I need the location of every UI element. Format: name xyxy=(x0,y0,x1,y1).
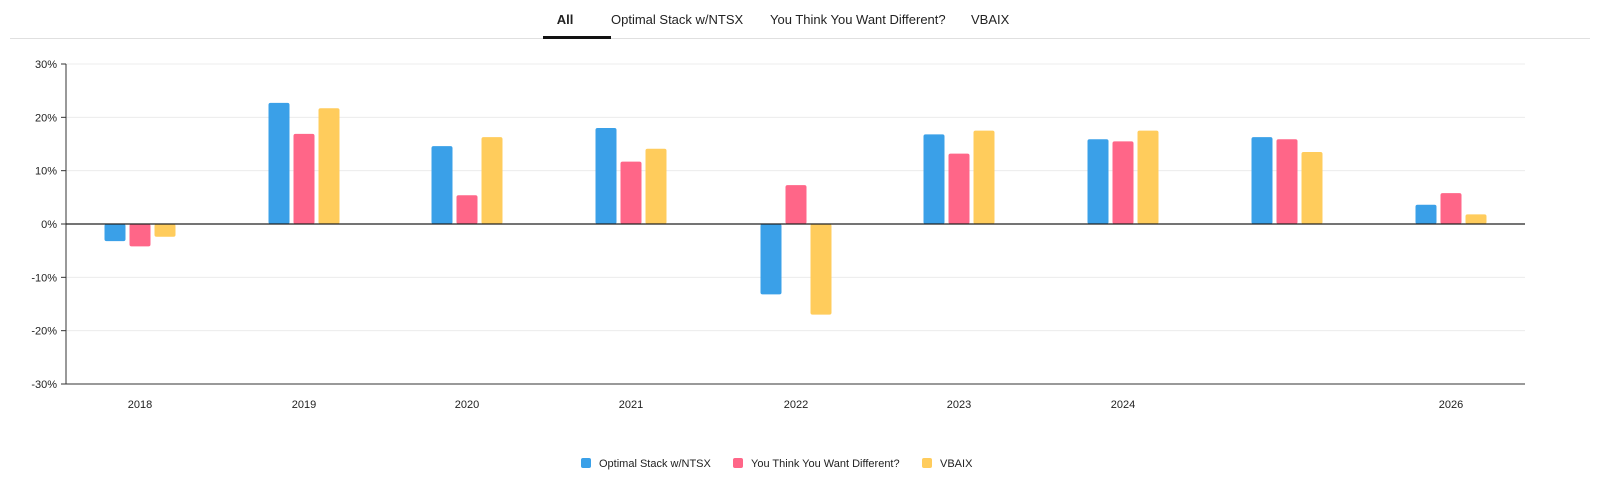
bar-2019-series-0 xyxy=(268,102,290,224)
tab-active-indicator xyxy=(543,36,611,39)
bar-2024-series-2 xyxy=(1137,130,1159,224)
y-tick-label: 10% xyxy=(35,166,57,178)
y-tick-label: -30% xyxy=(31,379,57,391)
x-tick-label: 2021 xyxy=(619,399,643,411)
bar-2023-series-2 xyxy=(973,130,995,224)
tab-bar: All Optimal Stack w/NTSX You Think You W… xyxy=(0,0,1600,40)
bar-unlabeled-series-1 xyxy=(1276,139,1298,224)
x-tick-label: 2019 xyxy=(292,399,316,411)
y-tick-label: -20% xyxy=(31,326,57,338)
bar-2022-series-2 xyxy=(810,224,832,315)
y-tick-label: -10% xyxy=(31,272,57,284)
legend-item-you-think-you-want-different[interactable]: You Think You Want Different? xyxy=(733,458,900,470)
tab-divider xyxy=(10,38,1590,39)
chart-legend: Optimal Stack w/NTSX You Think You Want … xyxy=(0,458,1600,476)
legend-swatch-you-think-you-want-different xyxy=(733,458,743,468)
bar-2026-series-1 xyxy=(1440,193,1462,224)
bar-2026-series-2 xyxy=(1465,214,1487,224)
bar-2018-series-2 xyxy=(154,224,176,237)
bar-unlabeled-series-0 xyxy=(1251,137,1273,224)
y-tick-label: 20% xyxy=(35,112,57,124)
bar-2023-series-0 xyxy=(923,134,945,224)
bar-2021-series-2 xyxy=(645,148,667,224)
x-tick-label: 2023 xyxy=(947,399,971,411)
legend-label-optimal-stack: Optimal Stack w/NTSX xyxy=(599,458,711,470)
tab-you-think-you-want-different[interactable]: You Think You Want Different? xyxy=(770,12,946,27)
bar-2024-series-0 xyxy=(1087,139,1109,224)
bar-2022-series-0 xyxy=(760,224,782,295)
legend-swatch-optimal-stack xyxy=(581,458,591,468)
bar-2022-series-1 xyxy=(785,185,807,224)
bar-2019-series-1 xyxy=(293,133,315,224)
bar-2020-series-2 xyxy=(481,137,503,224)
y-tick-label: 30% xyxy=(35,59,57,71)
bar-2021-series-1 xyxy=(620,161,642,224)
bar-unlabeled-series-2 xyxy=(1301,152,1323,224)
bar-2023-series-1 xyxy=(948,153,970,224)
tab-all[interactable]: All xyxy=(556,12,574,27)
bar-2019-series-2 xyxy=(318,108,340,224)
x-tick-label: 2022 xyxy=(784,399,808,411)
x-tick-label: 2020 xyxy=(455,399,479,411)
tab-optimal-stack[interactable]: Optimal Stack w/NTSX xyxy=(611,12,744,27)
legend-label-you-think-you-want-different: You Think You Want Different? xyxy=(751,458,900,470)
legend-label-vbaix: VBAIX xyxy=(940,458,973,470)
x-tick-label: 2026 xyxy=(1439,399,1463,411)
x-tick-label: 2024 xyxy=(1111,399,1135,411)
bar-2024-series-1 xyxy=(1112,141,1134,224)
bar-2021-series-0 xyxy=(595,128,617,224)
legend-item-optimal-stack[interactable]: Optimal Stack w/NTSX xyxy=(581,458,711,470)
bar-2026-series-0 xyxy=(1415,204,1437,224)
y-tick-label: 0% xyxy=(41,219,57,231)
bar-2018-series-0 xyxy=(104,224,126,242)
legend-swatch-vbaix xyxy=(922,458,932,468)
bar-2020-series-0 xyxy=(431,146,453,224)
x-tick-label: 2018 xyxy=(128,399,152,411)
tab-vbaix[interactable]: VBAIX xyxy=(971,12,1010,27)
legend-item-vbaix[interactable]: VBAIX xyxy=(922,458,972,470)
bar-2018-series-1 xyxy=(129,224,151,247)
bar-2020-series-1 xyxy=(456,195,478,224)
